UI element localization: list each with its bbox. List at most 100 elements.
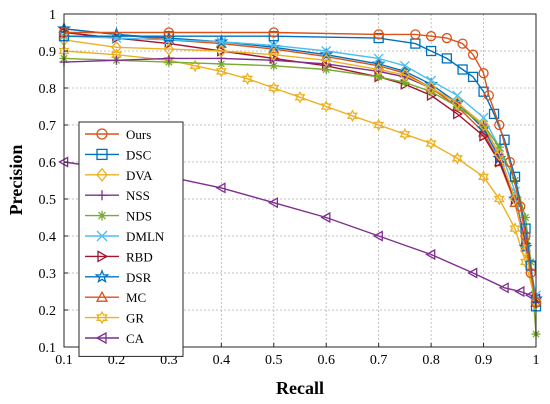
data-point (269, 61, 279, 71)
data-point (267, 197, 279, 209)
legend-label: NSS (126, 188, 150, 203)
data-point (294, 90, 306, 104)
data-point (216, 59, 226, 69)
data-point (451, 151, 463, 165)
series-line (64, 35, 537, 307)
data-point (268, 81, 280, 95)
data-point (425, 248, 436, 261)
data-point (96, 230, 108, 242)
legend-entry: GR (85, 311, 144, 326)
data-point (467, 71, 479, 83)
y-tick-label: 0.1 (39, 341, 57, 356)
y-tick-label: 0.5 (39, 193, 57, 208)
y-tick-label: 0.2 (39, 304, 57, 319)
data-point (216, 36, 227, 47)
data-point (215, 44, 227, 58)
data-point (467, 267, 478, 279)
data-point (410, 29, 421, 40)
data-point (111, 40, 122, 54)
data-point (478, 170, 490, 184)
data-point (268, 48, 280, 62)
data-point (520, 230, 531, 242)
data-point (214, 34, 229, 48)
data-point (452, 90, 463, 101)
data-point (441, 32, 452, 44)
data-point (399, 60, 410, 71)
data-point (457, 64, 468, 75)
legend-label: DVA (126, 168, 153, 183)
data-point (321, 65, 331, 74)
data-point (504, 156, 515, 168)
data-point (373, 53, 384, 64)
data-point (163, 42, 175, 56)
data-point (97, 210, 107, 221)
data-point (493, 192, 505, 206)
data-point (320, 53, 332, 67)
data-point (111, 55, 121, 65)
data-point (426, 75, 437, 86)
y-tick-label: 0.8 (39, 82, 57, 97)
legend-entry: DSC (85, 147, 151, 162)
data-point (94, 268, 110, 284)
data-point (163, 27, 175, 38)
data-point (215, 64, 227, 78)
data-point (96, 128, 108, 140)
x-tick-label: 0.5 (265, 353, 283, 368)
tick-labels: 0.1 0.2 0.3 0.4 0.5 0.6 0.7 0.8 0.9 10.10.20.30.4… (39, 8, 540, 368)
x-tick-label: 1 (533, 353, 540, 368)
data-point (478, 118, 489, 132)
data-point (268, 27, 279, 38)
data-point (525, 267, 536, 279)
data-point (493, 148, 505, 162)
data-point (478, 68, 489, 79)
data-point (96, 148, 108, 161)
data-point (96, 167, 108, 182)
x-tick-label: 0.7 (370, 353, 388, 368)
data-point (510, 176, 520, 185)
data-point (95, 331, 107, 345)
data-point (425, 45, 437, 57)
data-point (483, 90, 494, 101)
data-point (494, 119, 505, 131)
series-line (64, 31, 537, 303)
legend: Ours DSC DVA NSS NDS DMLN RBD DSR MC GR CA (78, 121, 184, 357)
data-point (467, 49, 479, 60)
y-tick-label: 0.6 (39, 156, 57, 171)
data-point (242, 72, 254, 86)
legend-label: RBD (126, 249, 153, 264)
data-point (457, 38, 468, 49)
data-point (97, 190, 107, 201)
legend-label: MC (126, 290, 146, 305)
data-point (319, 47, 334, 61)
data-point (399, 68, 411, 82)
data-point (268, 31, 279, 42)
data-point (515, 201, 526, 212)
data-point (373, 118, 385, 132)
data-point (425, 81, 437, 95)
y-tick-label: 1 (49, 8, 56, 23)
x-axis-title: Recall (276, 378, 324, 398)
legend-label: DSC (126, 147, 151, 162)
x-tick-label: 0.1 (55, 353, 73, 368)
series-dva (58, 33, 542, 310)
data-point (521, 213, 531, 222)
data-point (268, 40, 279, 51)
data-point (453, 108, 464, 120)
data-point (163, 31, 175, 42)
data-point (216, 53, 226, 63)
data-point (111, 33, 122, 44)
data-point (494, 142, 504, 152)
legend-label: GR (126, 311, 144, 326)
data-point (479, 130, 490, 142)
legend-entry: MC (85, 290, 146, 305)
data-point (320, 100, 332, 113)
data-point (373, 32, 384, 44)
data-point (498, 282, 509, 294)
legend-label: NDS (126, 209, 152, 224)
x-tick-label: 0.4 (213, 353, 231, 368)
legend-label: DSR (126, 270, 152, 285)
data-point (509, 222, 521, 235)
y-tick-label: 0.7 (39, 119, 57, 134)
data-point (95, 290, 109, 302)
